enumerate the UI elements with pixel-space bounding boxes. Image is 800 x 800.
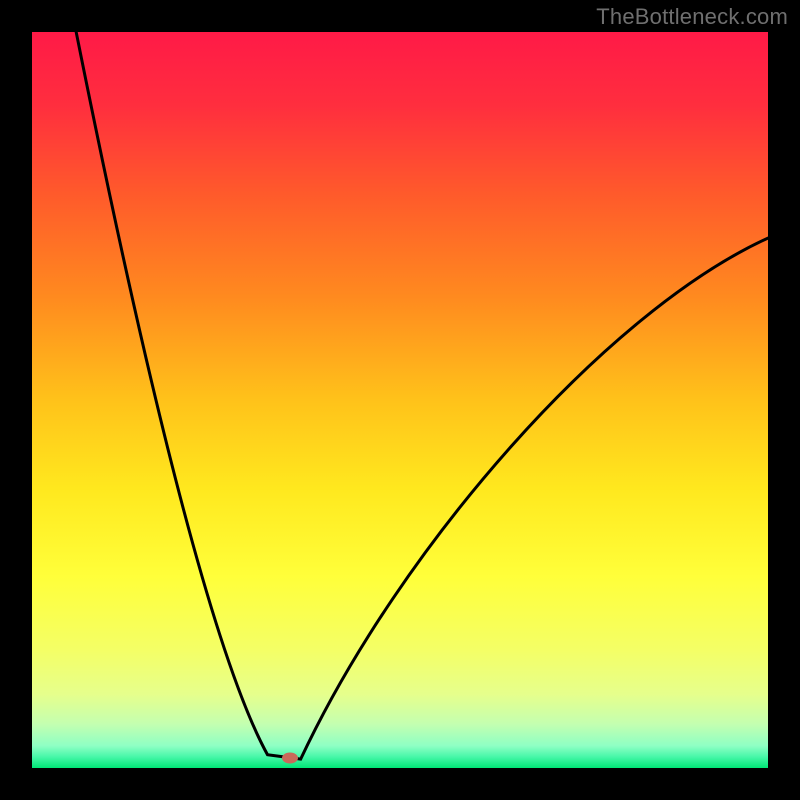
optimal-marker — [282, 753, 298, 764]
plot-area — [32, 32, 768, 768]
curve-path — [76, 32, 768, 759]
watermark-text: TheBottleneck.com — [596, 4, 788, 30]
bottleneck-curve — [32, 32, 768, 768]
